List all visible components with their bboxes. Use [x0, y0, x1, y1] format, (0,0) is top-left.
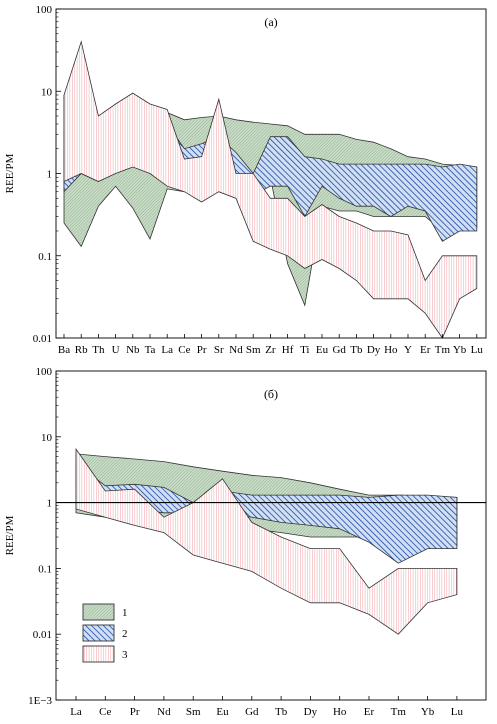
x-tick-label-ho-b: Ho [333, 706, 347, 718]
x-tick-label-ba-a: Ba [58, 344, 70, 356]
x-tick-label-eu-a: Eu [316, 344, 329, 356]
y-tick-label-a: 0.1 [38, 251, 52, 263]
y-axis-label-a: REE/PM [4, 153, 16, 193]
y-tick-label-a: 0.01 [33, 333, 52, 345]
x-tick-label-la-a: La [161, 344, 173, 356]
x-tick-label-nd-b: Nd [157, 706, 171, 718]
x-tick-label-tm-b: Tm [391, 706, 407, 718]
y-tick-label-b: 0.1 [38, 563, 52, 575]
y-tick-label-b: 1E−3 [28, 695, 52, 707]
y-tick-label-b: 100 [36, 366, 53, 378]
legend-label-3: 3 [122, 649, 128, 661]
x-tick-label-pr-b: Pr [130, 706, 140, 718]
y-tick-label-a: 10 [41, 86, 53, 98]
legend-swatch-2 [82, 624, 115, 642]
x-tick-label-zr-a: Zr [265, 344, 276, 356]
x-tick-label-dy-b: Dy [304, 706, 318, 718]
x-tick-label-la-b: La [70, 706, 82, 718]
chart-panel-a: 0.01 0.1 1 10 100 Ba Rb Th U Nb Ta La Ce Pr Sr Nd Sm Zr Hf… [4, 4, 487, 356]
x-tick-label-nd-a: Nd [229, 344, 243, 356]
x-tick-label-tb-b: Tb [275, 706, 288, 718]
x-tick-label-lu-b: Lu [451, 706, 464, 718]
x-tick-label-pr-a: Pr [197, 344, 207, 356]
x-tick-label-er-b: Er [364, 706, 375, 718]
x-tick-label-tb-a: Tb [350, 344, 363, 356]
x-tick-label-ti-a: Ti [300, 344, 309, 356]
x-tick-label-y-a: Y [404, 344, 412, 356]
x-tick-label-nb-a: Nb [126, 344, 140, 356]
chart-panel-b: 1E−3 0.01 0.1 1 10 100 La Ce Pr Nd Sm Eu Gd Tb Dy Ho Er T… [4, 366, 487, 718]
plot-frame-b [55, 370, 487, 701]
x-tick-label-yb-b: Yb [421, 706, 435, 718]
y-tick-label-b: 10 [41, 432, 53, 444]
y-tick-label-b: 0.01 [33, 629, 52, 641]
legend-label-2: 2 [122, 628, 128, 640]
panel-label-a: (a) [264, 15, 277, 29]
x-tick-label-tm-a: Tm [435, 344, 451, 356]
legend-swatch-1 [82, 603, 115, 621]
panel-label-b: (б) [264, 387, 278, 401]
x-tick-label-sr-a: Sr [214, 344, 224, 356]
x-tick-label-ho-a: Ho [384, 344, 398, 356]
x-tick-label-th-a: Th [92, 344, 105, 356]
area-group-3-b [75, 447, 458, 635]
x-tick-label-dy-a: Dy [367, 344, 381, 356]
y-tick-label-a: 100 [36, 4, 53, 16]
x-tick-label-yb-a: Yb [453, 344, 467, 356]
x-tick-label-gd-a: Gd [332, 344, 346, 356]
legend-swatch-3 [82, 645, 115, 663]
y-tick-label-a: 1 [47, 169, 53, 181]
x-tick-label-sm-a: Sm [246, 344, 261, 356]
legend: 1 2 3 [82, 603, 128, 663]
x-tick-label-ta-a: Ta [145, 344, 156, 356]
x-tick-label-sm-b: Sm [186, 706, 201, 718]
x-tick-label-u-a: U [112, 344, 120, 356]
legend-label-1: 1 [122, 607, 128, 619]
x-tick-label-eu-b: Eu [216, 706, 229, 718]
x-tick-label-rb-a: Rb [75, 344, 88, 356]
area-group-3-a [63, 40, 478, 339]
x-tick-label-er-a: Er [420, 344, 431, 356]
x-tick-label-hf-a: Hf [282, 344, 294, 356]
x-tick-label-gd-b: Gd [245, 706, 259, 718]
x-tick-label-ce-b: Ce [99, 706, 111, 718]
x-tick-label-lu-a: Lu [471, 344, 484, 356]
y-tick-label-b: 1 [47, 498, 53, 510]
x-tick-label-ce-a: Ce [178, 344, 190, 356]
y-axis-label-b: REE/PM [4, 515, 16, 555]
